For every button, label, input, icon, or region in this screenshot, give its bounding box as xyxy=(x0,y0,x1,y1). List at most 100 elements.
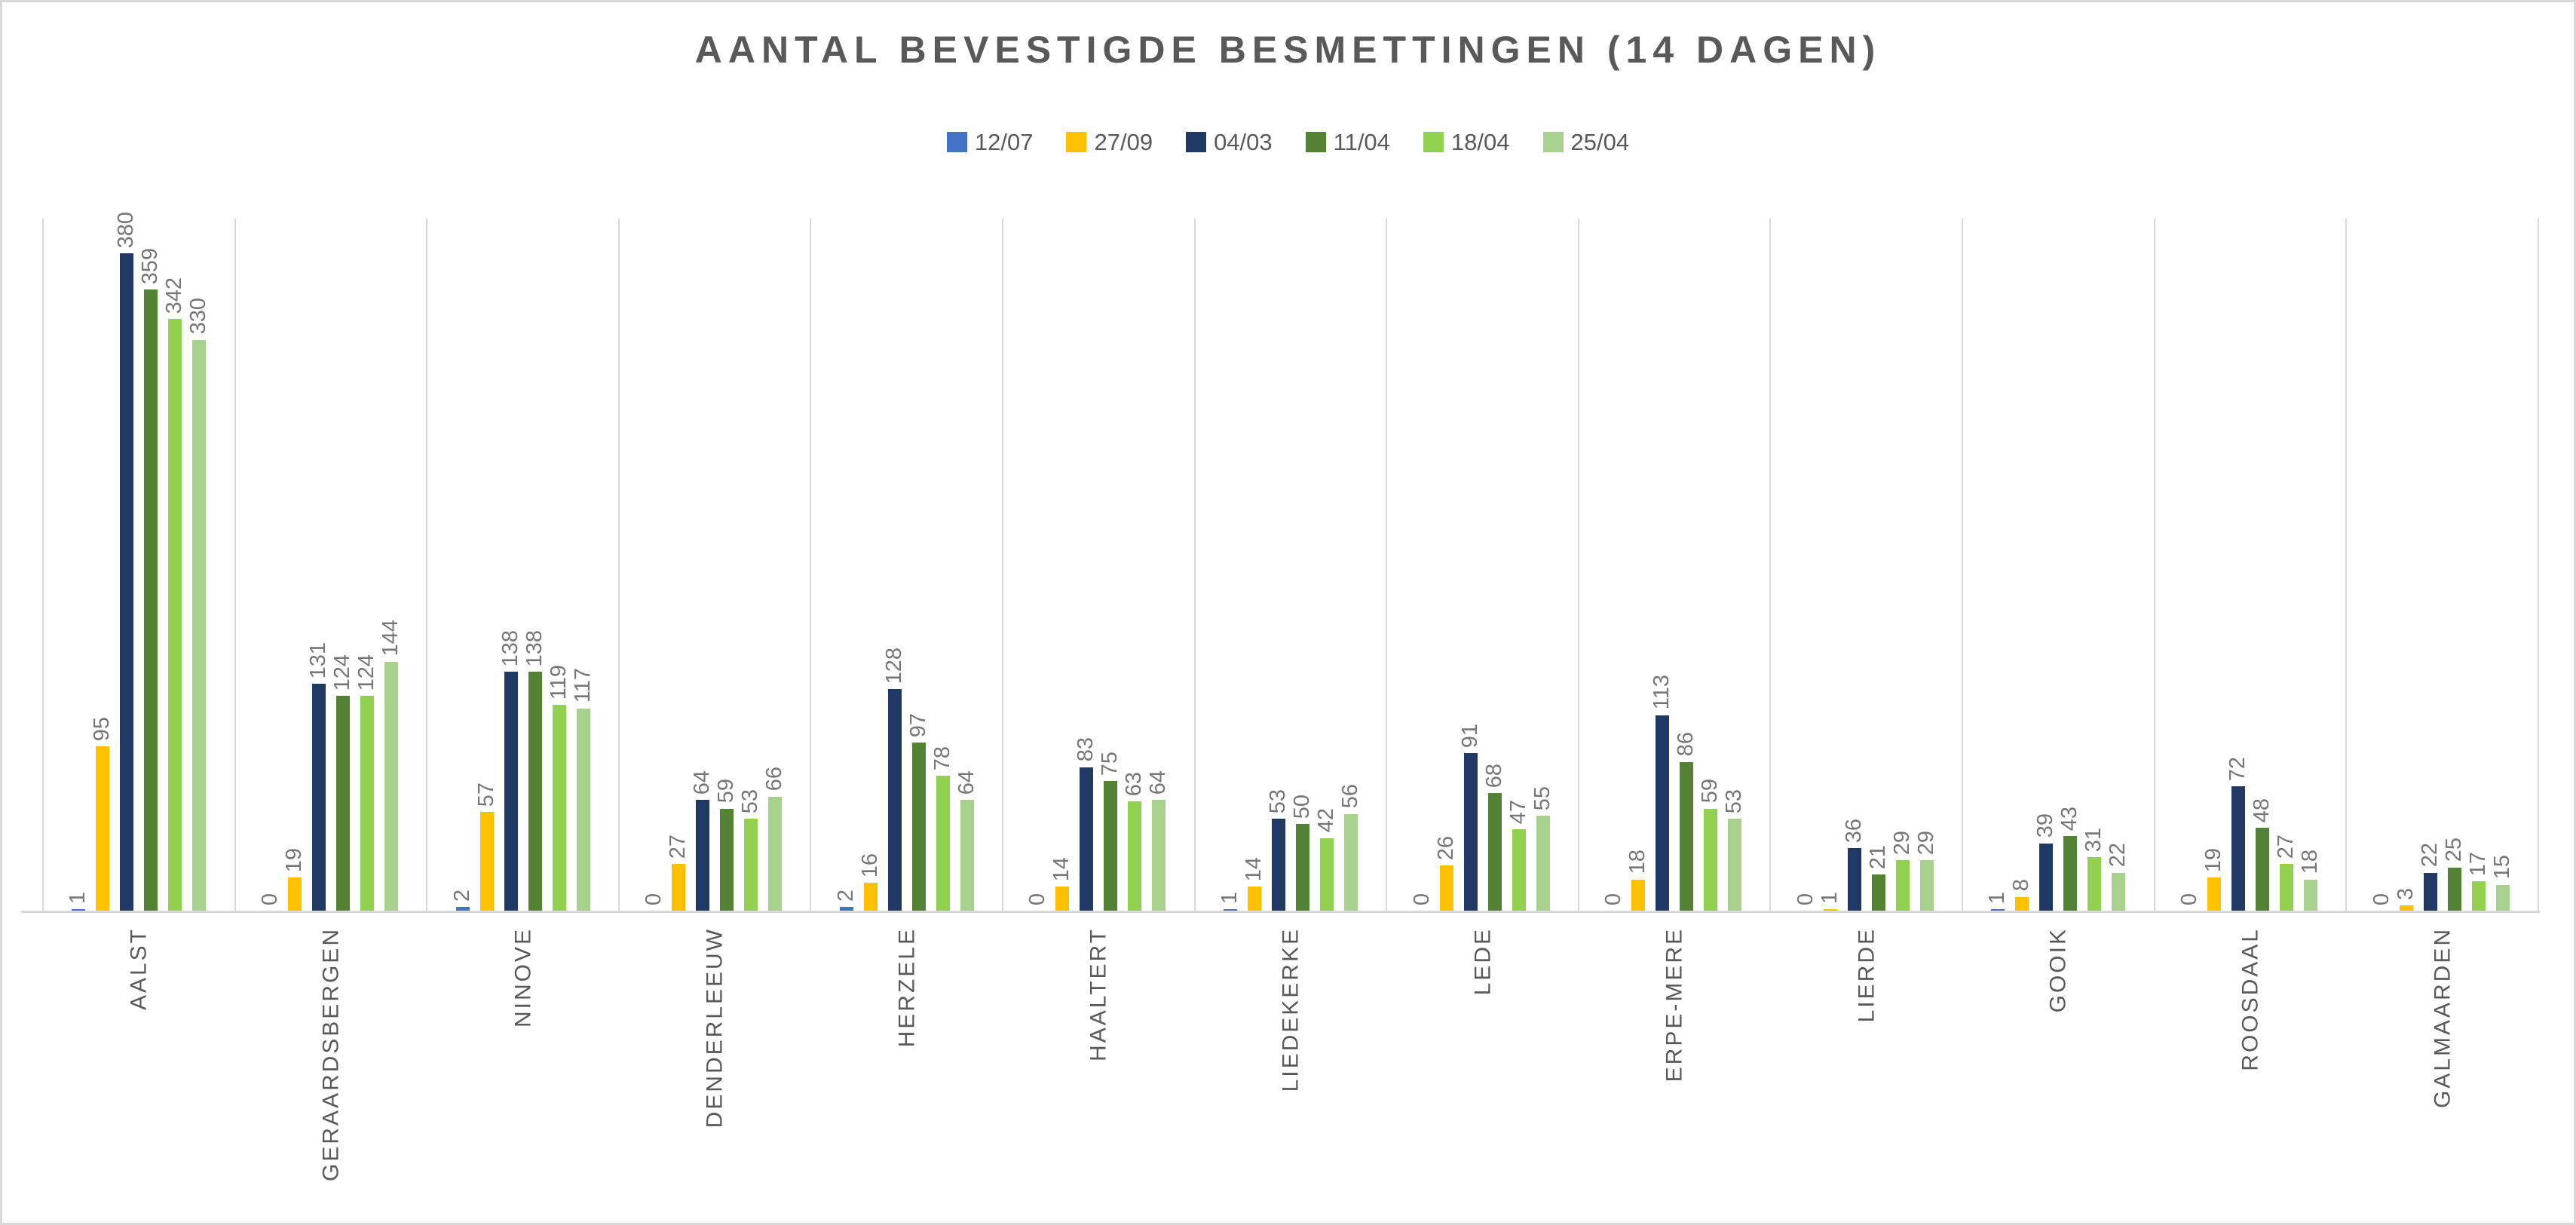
bar: 25 xyxy=(2442,838,2466,911)
legend-label: 11/04 xyxy=(1333,129,1390,155)
bar-value-label: 359 xyxy=(138,247,163,285)
bar-value-label: 95 xyxy=(90,716,115,741)
x-axis-line xyxy=(21,911,2540,913)
bar-value-label: 1 xyxy=(66,891,90,904)
bar: 144 xyxy=(378,620,403,911)
bar-value-label: 18 xyxy=(2298,850,2323,874)
bar: 342 xyxy=(162,277,186,911)
bar-value-label: 0 xyxy=(1793,893,1818,905)
bar: 1 xyxy=(1985,892,2009,911)
bar: 63 xyxy=(1122,772,1146,911)
bar-value-label: 1 xyxy=(1817,891,1842,904)
bar: 64 xyxy=(1146,770,1170,911)
bar-value-label: 48 xyxy=(2250,798,2274,822)
bar-value-label: 63 xyxy=(1122,772,1147,797)
bar-value-label: 68 xyxy=(1481,763,1506,788)
bar: 3 xyxy=(2394,888,2418,911)
bar: 53 xyxy=(1722,789,1746,911)
bar: 42 xyxy=(1314,808,1338,911)
bar: 27 xyxy=(2274,835,2298,911)
bar: 47 xyxy=(1506,800,1530,911)
bar-value-label: 138 xyxy=(522,629,547,667)
bar: 19 xyxy=(282,848,306,911)
bar: 22 xyxy=(2418,843,2442,911)
bar-value-label: 22 xyxy=(2417,843,2442,868)
bar-value-label: 53 xyxy=(738,789,763,814)
bar-value-label: 131 xyxy=(305,642,330,679)
bar-value-label: 83 xyxy=(1074,737,1098,762)
bar: 53 xyxy=(738,789,762,911)
category-group-herzele: 2 16 128 97 78 64 HERZELE xyxy=(811,219,1004,1047)
bar-value-label: 16 xyxy=(857,853,882,878)
legend-swatch-icon xyxy=(946,132,967,152)
bar-value-label: 14 xyxy=(1242,856,1267,881)
plot-area: 1 95 380 359 342 330 AALST 0 19 131 124 124 144 GERAA… xyxy=(42,212,2539,1181)
bar-value-label: 91 xyxy=(1457,723,1482,749)
bar-value-label: 27 xyxy=(666,834,691,859)
bar-value-label: 97 xyxy=(905,713,930,738)
bar: 15 xyxy=(2490,855,2514,911)
legend-label: 18/04 xyxy=(1450,129,1510,155)
bar-value-label: 57 xyxy=(473,782,498,807)
bar: 78 xyxy=(930,746,954,911)
bar: 97 xyxy=(906,713,930,911)
category-group-geraardsbergen: 0 19 131 124 124 144 GERAARDSBERGEN xyxy=(236,219,428,1181)
bar-value-label: 86 xyxy=(1674,732,1698,757)
legend-swatch-icon xyxy=(1186,132,1207,152)
bar: 64 xyxy=(954,770,979,911)
bar: 27 xyxy=(666,835,690,911)
bar-value-label: 27 xyxy=(2274,834,2299,859)
bar-value-label: 0 xyxy=(2369,893,2394,905)
category-label: GALMAARDEN xyxy=(2430,927,2455,1109)
bar: 26 xyxy=(1434,836,1458,911)
category-group-haaltert: 0 14 83 75 63 64 HAALTERT xyxy=(1003,219,1196,1061)
bar-value-label: 50 xyxy=(1290,794,1315,819)
category-group-denderleeuw: 0 27 64 59 53 66 DENDERLEEUW xyxy=(620,219,812,1128)
bar: 50 xyxy=(1290,795,1314,911)
legend-swatch-icon xyxy=(1542,132,1564,152)
bar: 138 xyxy=(522,630,547,911)
bar: 68 xyxy=(1482,764,1506,911)
bar-value-label: 342 xyxy=(162,277,187,314)
bar-value-label: 78 xyxy=(930,746,954,770)
bar-value-label: 53 xyxy=(1266,789,1291,814)
bar-value-label: 1 xyxy=(1985,891,2010,904)
bar: 2 xyxy=(450,890,474,911)
legend-item-25-04: 25/04 xyxy=(1542,130,1629,154)
legend-item-27-09: 27/09 xyxy=(1066,130,1153,154)
bar: 117 xyxy=(571,668,595,911)
bar-value-label: 0 xyxy=(1601,893,1626,905)
bar-value-label: 64 xyxy=(690,770,715,795)
bar: 18 xyxy=(1625,850,1649,911)
bar-value-label: 36 xyxy=(1841,819,1866,844)
legend-swatch-icon xyxy=(1423,132,1444,152)
bar-value-label: 15 xyxy=(2489,855,2514,880)
bar: 36 xyxy=(1842,819,1866,911)
category-label: ROOSDAAL xyxy=(2238,927,2263,1071)
bar-value-label: 26 xyxy=(1433,836,1458,861)
bar: 14 xyxy=(1049,857,1074,911)
bar-value-label: 14 xyxy=(1049,856,1074,881)
bar: 75 xyxy=(1098,752,1122,911)
category-label: ERPE-MERE xyxy=(1662,927,1687,1083)
bar-value-label: 64 xyxy=(954,770,979,795)
bar-value-label: 380 xyxy=(114,211,139,248)
chart-title: AANTAL BEVESTIGDE BESMETTINGEN (14 DAGEN… xyxy=(694,29,1882,71)
bar: 55 xyxy=(1530,786,1554,911)
bar-value-label: 19 xyxy=(281,848,306,873)
category-group-galmaarden: 0 3 22 25 17 15 GALMAARDEN xyxy=(2347,219,2539,1108)
bar: 359 xyxy=(138,248,162,911)
bar: 380 xyxy=(114,212,138,911)
legend-swatch-icon xyxy=(1305,132,1326,152)
bar-value-label: 43 xyxy=(2057,807,2082,831)
bar-value-label: 19 xyxy=(2201,848,2226,873)
category-group-roosdaal: 0 19 72 48 27 18 ROOSDAAL xyxy=(2155,219,2348,1071)
bar: 1 xyxy=(1818,892,1842,911)
bar-value-label: 2 xyxy=(833,890,858,902)
bar: 72 xyxy=(2225,757,2250,911)
bar-value-label: 138 xyxy=(498,629,522,667)
legend-label: 27/09 xyxy=(1094,129,1153,155)
bar-value-label: 144 xyxy=(378,620,403,657)
bar-value-label: 124 xyxy=(329,654,354,691)
bar-value-label: 59 xyxy=(714,779,739,804)
